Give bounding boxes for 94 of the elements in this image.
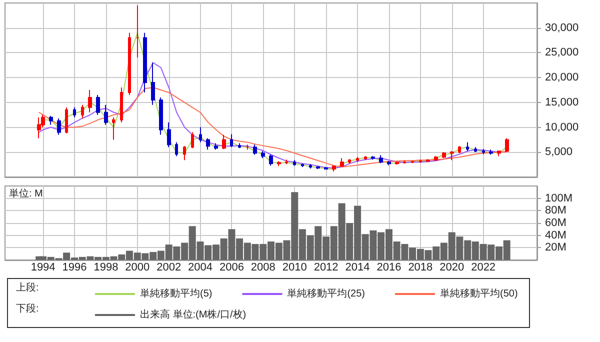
candlestick xyxy=(482,148,485,155)
candlestick xyxy=(57,118,61,136)
legend-title: 上段: xyxy=(16,282,39,294)
y-tick-label: 15,000 xyxy=(545,96,579,108)
x-tick-label: 2010 xyxy=(282,262,307,274)
candlestick xyxy=(230,134,233,148)
candlestick xyxy=(136,4,139,58)
x-tick-label: 1996 xyxy=(62,262,87,274)
candlestick xyxy=(411,160,414,164)
candlestick xyxy=(497,150,501,157)
candlestick xyxy=(167,122,171,148)
candlestick xyxy=(206,138,210,150)
y-tick-label: 30,000 xyxy=(545,22,579,34)
candlestick xyxy=(489,149,493,156)
x-tick-label: 1998 xyxy=(94,262,118,274)
y-tick-label: 20,000 xyxy=(545,72,579,84)
x-tick-label: 1994 xyxy=(30,262,56,274)
x-tick-label: 2006 xyxy=(219,262,244,274)
candlestick xyxy=(104,104,108,126)
candlestick xyxy=(387,160,391,166)
candlestick xyxy=(364,156,367,161)
candlestick xyxy=(88,90,92,113)
x-tick-label: 2012 xyxy=(314,262,338,274)
candlestick xyxy=(214,142,218,150)
legend-label: 出来高 単位:(M株/口/枚) xyxy=(140,308,246,320)
candlestick xyxy=(96,94,100,116)
y-axis-title: 単位: M xyxy=(9,188,43,200)
candlestick xyxy=(434,156,438,162)
candlestick xyxy=(395,161,399,166)
y-tick-label: 60M xyxy=(545,217,566,229)
candlestick xyxy=(277,160,281,167)
candlestick xyxy=(81,104,84,119)
legend-label: 単純移動平均(5) xyxy=(140,288,212,300)
x-tick-label: 2002 xyxy=(156,262,182,274)
candlestick xyxy=(183,146,186,161)
candlestick xyxy=(356,156,359,163)
candlestick xyxy=(505,138,509,153)
candlestick xyxy=(340,158,344,168)
x-tick-label: 2020 xyxy=(440,262,464,274)
candlestick xyxy=(269,154,273,166)
candlestick xyxy=(332,165,336,172)
candlestick xyxy=(143,32,147,93)
candlestick xyxy=(73,106,76,118)
candlestick xyxy=(316,166,320,170)
x-tick-label: 2008 xyxy=(250,262,276,274)
candlestick xyxy=(120,87,123,123)
candlestick xyxy=(222,134,226,150)
y-tick-label: 10,000 xyxy=(545,121,579,134)
candlestick xyxy=(65,106,68,134)
candlestick xyxy=(159,96,163,136)
candlestick xyxy=(301,163,304,168)
candlestick xyxy=(458,146,461,154)
candlestick xyxy=(474,146,477,153)
candlestick xyxy=(450,150,454,161)
candlestick xyxy=(261,150,265,159)
candlestick xyxy=(253,144,257,156)
y-tick-label: 5,000 xyxy=(545,146,573,158)
candlestick xyxy=(128,32,131,96)
y-tick-label: 25,000 xyxy=(545,46,579,59)
y-tick-label: 100M xyxy=(545,192,573,204)
candlestick xyxy=(466,142,469,152)
candlestick xyxy=(419,159,422,164)
candlestick xyxy=(426,158,430,163)
candlestick xyxy=(324,166,328,170)
legend-title: 下段: xyxy=(16,302,39,314)
candlestick xyxy=(371,156,375,160)
x-tick-label: 2004 xyxy=(188,262,213,274)
candlestick xyxy=(112,116,115,140)
candlestick xyxy=(151,62,155,106)
x-tick-label: 2000 xyxy=(125,262,150,274)
candlestick xyxy=(285,159,288,165)
candlestick xyxy=(175,142,178,157)
y-tick-label: 40M xyxy=(545,229,566,242)
candlestick xyxy=(403,160,406,164)
y-tick-label: 20M xyxy=(545,242,566,254)
x-tick-label: 2016 xyxy=(376,262,402,274)
candlestick xyxy=(37,116,41,139)
candlestick xyxy=(348,158,351,164)
candlestick xyxy=(191,132,194,149)
candlestick xyxy=(49,115,53,126)
candlestick xyxy=(442,152,446,159)
candlestick xyxy=(238,142,241,149)
legend-label: 単純移動平均(25) xyxy=(287,288,366,300)
y-tick-label: 80M xyxy=(545,204,566,217)
x-tick-label: 2022 xyxy=(471,262,496,274)
legend-label: 単純移動平均(50) xyxy=(440,288,518,300)
line-series xyxy=(38,32,508,170)
line-series xyxy=(38,87,508,168)
candlestick xyxy=(309,164,312,170)
candlestick xyxy=(379,154,383,164)
x-tick-label: 2018 xyxy=(408,262,433,274)
candlestick xyxy=(293,160,296,166)
candlestick xyxy=(199,126,202,143)
x-tick-label: 2014 xyxy=(345,262,370,274)
